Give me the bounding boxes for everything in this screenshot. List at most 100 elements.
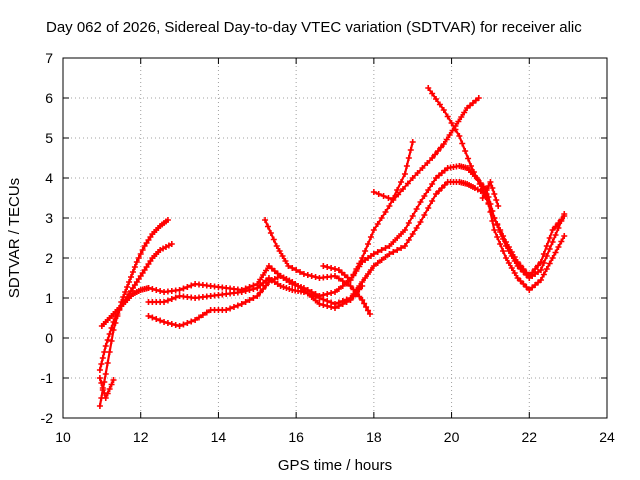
data-point xyxy=(483,187,490,193)
x-tick-label: 10 xyxy=(55,429,71,445)
data-point xyxy=(549,227,556,233)
data-point xyxy=(380,193,387,199)
data-point xyxy=(320,263,327,269)
data-point xyxy=(552,223,559,230)
data-point xyxy=(470,169,477,175)
data-point xyxy=(398,245,405,251)
data-point xyxy=(293,267,300,273)
data-point xyxy=(168,241,175,247)
data-point xyxy=(335,286,342,292)
data-point xyxy=(500,248,507,254)
data-point xyxy=(370,263,377,269)
data-point xyxy=(429,181,436,187)
data-point xyxy=(448,120,455,126)
data-point xyxy=(180,321,187,328)
data-point xyxy=(304,272,311,278)
y-tick-label: 3 xyxy=(45,210,53,226)
data-point xyxy=(543,266,550,272)
series-layer xyxy=(96,85,568,409)
data-point xyxy=(343,280,350,287)
data-point xyxy=(508,265,515,271)
data-point xyxy=(223,307,230,313)
data-point xyxy=(404,180,411,187)
data-point xyxy=(362,275,369,281)
data-point xyxy=(96,403,103,409)
data-point xyxy=(444,113,451,120)
series-line xyxy=(98,218,169,408)
data-point xyxy=(356,260,363,267)
data-point xyxy=(110,319,117,325)
data-point xyxy=(238,289,245,295)
data-point xyxy=(96,367,103,373)
data-point xyxy=(417,199,424,205)
data-point xyxy=(385,195,392,201)
data-point xyxy=(203,309,210,316)
data-point xyxy=(365,241,372,247)
data-point xyxy=(308,273,315,279)
series-track-e xyxy=(145,163,568,299)
data-point xyxy=(246,297,253,303)
data-point xyxy=(257,276,264,283)
data-point xyxy=(250,286,257,292)
data-point xyxy=(254,293,261,299)
data-point xyxy=(394,247,401,253)
data-point xyxy=(465,155,472,162)
data-point xyxy=(282,258,289,264)
data-point xyxy=(161,319,168,325)
data-point xyxy=(546,235,553,241)
data-point xyxy=(161,299,168,305)
data-point xyxy=(491,191,498,197)
data-point xyxy=(488,208,495,214)
x-tick-label: 14 xyxy=(211,429,227,445)
x-tick-label: 22 xyxy=(521,429,537,445)
data-point xyxy=(332,273,338,279)
data-point xyxy=(108,381,115,388)
data-point xyxy=(279,253,286,259)
data-point xyxy=(511,254,518,260)
data-point xyxy=(149,286,156,292)
data-point xyxy=(328,265,335,271)
data-point xyxy=(433,96,440,102)
data-point xyxy=(188,282,195,289)
data-point xyxy=(312,297,319,304)
data-point xyxy=(409,175,416,181)
data-point xyxy=(505,260,512,266)
chart-title: Day 062 of 2026, Sidereal Day-to-day VTE… xyxy=(46,19,582,36)
data-point xyxy=(347,297,354,303)
data-point xyxy=(497,227,504,233)
data-point xyxy=(537,277,544,283)
data-point xyxy=(558,238,565,245)
data-point xyxy=(276,248,283,254)
data-point xyxy=(300,287,307,293)
data-point xyxy=(106,386,113,392)
series-track-a xyxy=(96,217,171,409)
y-tick-label: 4 xyxy=(45,170,53,186)
data-point xyxy=(242,299,249,305)
data-point xyxy=(320,302,327,308)
data-point xyxy=(456,133,463,139)
data-point xyxy=(529,269,536,276)
data-point xyxy=(436,101,443,108)
data-point xyxy=(401,243,408,249)
data-point xyxy=(157,317,164,324)
x-tick-label: 12 xyxy=(133,429,149,445)
data-point xyxy=(263,282,270,289)
data-point xyxy=(558,216,565,223)
data-point xyxy=(324,291,331,297)
data-point xyxy=(378,215,385,221)
data-point xyxy=(335,275,342,282)
data-point xyxy=(405,220,412,226)
data-point xyxy=(473,175,480,181)
data-point xyxy=(99,385,106,391)
data-point xyxy=(434,148,441,154)
data-point xyxy=(366,311,373,317)
data-point xyxy=(421,193,428,199)
data-point xyxy=(359,283,366,289)
data-point xyxy=(409,139,416,145)
data-point xyxy=(273,243,280,249)
data-point xyxy=(260,286,267,292)
data-point xyxy=(335,303,342,309)
data-point xyxy=(350,271,357,278)
data-point xyxy=(425,205,432,211)
